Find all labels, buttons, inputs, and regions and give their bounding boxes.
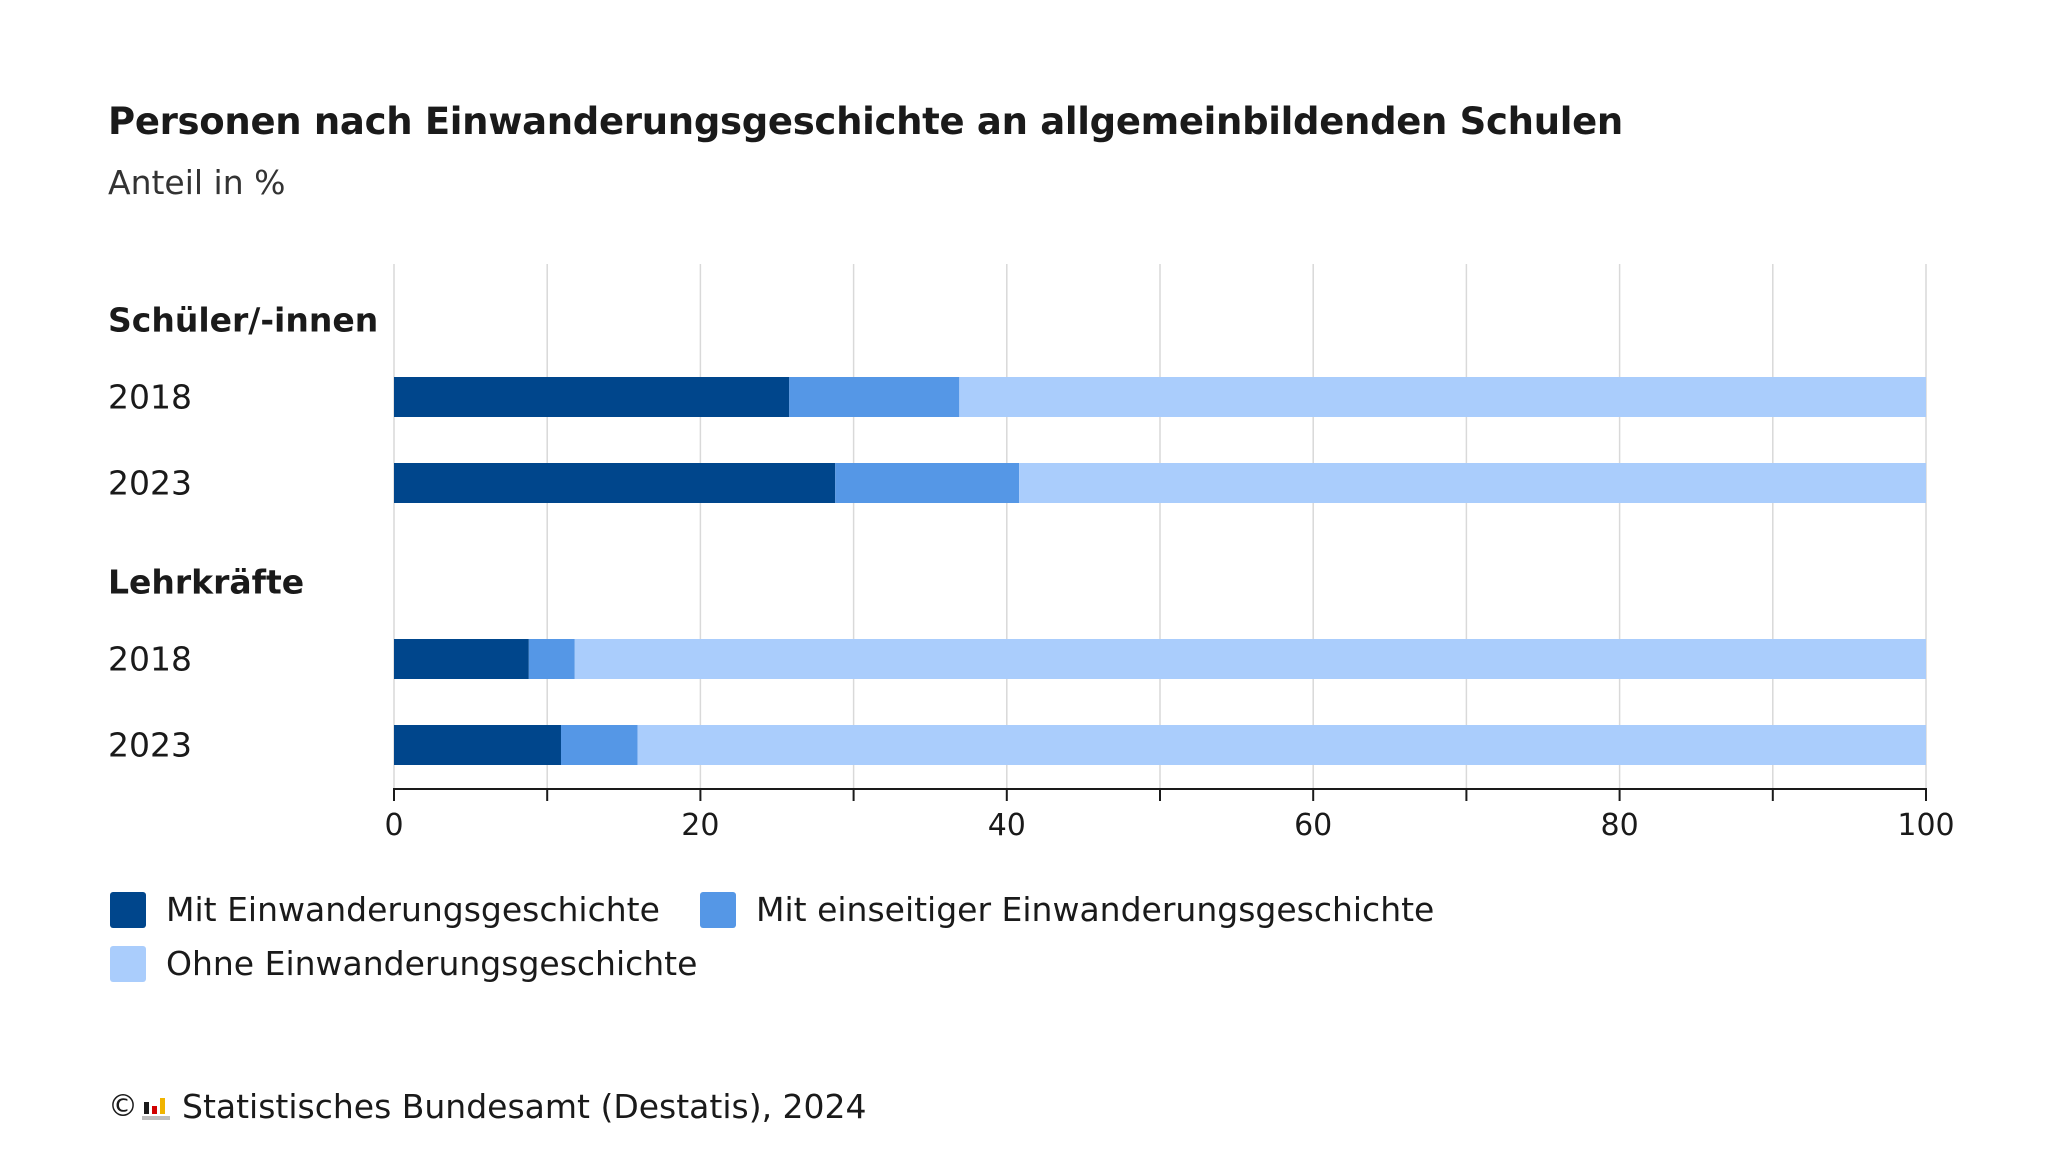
legend-item-ohne: Ohne Einwanderungsgeschichte bbox=[110, 944, 697, 983]
bar-segment bbox=[637, 725, 1926, 765]
bar-segment bbox=[394, 725, 561, 765]
group-label: Schüler/-innen bbox=[108, 301, 378, 340]
bar-segment bbox=[394, 377, 790, 417]
chart-subtitle: Anteil in % bbox=[108, 163, 286, 202]
legend-label-ohne: Ohne Einwanderungsgeschichte bbox=[166, 944, 698, 983]
copyright-symbol: © bbox=[108, 1089, 138, 1124]
bar-segment bbox=[789, 377, 960, 417]
row-label: 2023 bbox=[108, 464, 192, 503]
bar-segment bbox=[528, 639, 575, 679]
chart-title: Personen nach Einwanderungsgeschichte an… bbox=[108, 100, 1623, 143]
source-text: Statistisches Bundesamt (Destatis), 2024 bbox=[182, 1087, 867, 1126]
legend-swatch-einseitig bbox=[700, 891, 736, 928]
legend-label-einseitig: Mit einseitiger Einwanderungsgeschichte bbox=[756, 890, 1435, 929]
legend-swatch-ohne bbox=[110, 945, 146, 982]
row-label: 2018 bbox=[108, 378, 192, 417]
x-tick-label: 20 bbox=[681, 808, 719, 843]
bar-segment bbox=[959, 377, 1926, 417]
legend-item-mit: Mit Einwanderungsgeschichte bbox=[110, 890, 660, 929]
bar-segment bbox=[394, 639, 529, 679]
bar-segment bbox=[835, 463, 1020, 503]
source-footer: © Statistisches Bundesamt (Destatis), 20… bbox=[108, 1087, 867, 1126]
legend-item-einseitig: Mit einseitiger Einwanderungsgeschichte bbox=[700, 890, 1434, 929]
legend-swatch-mit bbox=[110, 891, 146, 928]
bar-segment bbox=[560, 725, 638, 765]
row-label: 2018 bbox=[108, 640, 192, 679]
x-tick-label: 0 bbox=[384, 808, 403, 843]
destatis-logo-icon bbox=[142, 1094, 170, 1120]
bar-segment bbox=[394, 463, 836, 503]
bar-segment bbox=[574, 639, 1926, 679]
stacked-bar-chart: Schüler/-innen 2018 2023 Lehrkräfte 2018 2023… bbox=[108, 264, 1955, 843]
x-tick-label: 60 bbox=[1294, 808, 1332, 843]
legend-label-mit: Mit Einwanderungsgeschichte bbox=[166, 890, 660, 929]
x-tick-label: 100 bbox=[1897, 808, 1954, 843]
group-label: Lehrkräfte bbox=[108, 563, 304, 602]
x-tick-label: 80 bbox=[1601, 808, 1639, 843]
x-tick-label: 40 bbox=[988, 808, 1026, 843]
bar-segment bbox=[1019, 463, 1926, 503]
row-label: 2023 bbox=[108, 726, 192, 765]
